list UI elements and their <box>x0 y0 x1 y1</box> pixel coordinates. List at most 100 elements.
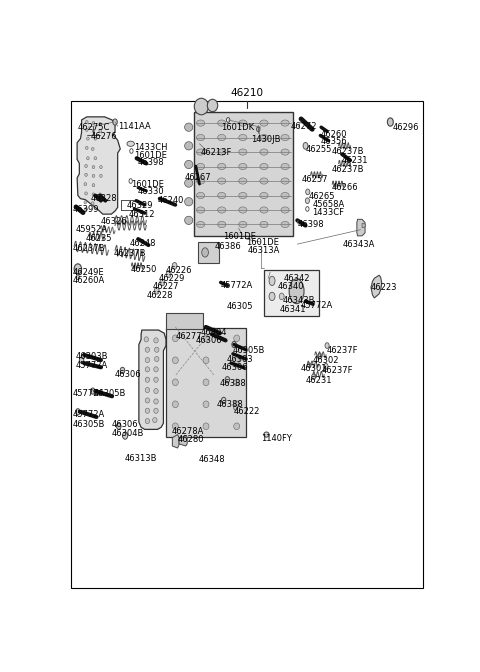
Ellipse shape <box>260 163 268 169</box>
Text: 46341: 46341 <box>279 305 306 314</box>
Text: 46329: 46329 <box>126 202 153 210</box>
Ellipse shape <box>260 149 268 155</box>
Ellipse shape <box>122 432 128 439</box>
Text: 1141AA: 1141AA <box>118 122 150 130</box>
Polygon shape <box>371 276 382 298</box>
Text: 46348: 46348 <box>198 455 225 464</box>
Text: 46213F: 46213F <box>201 148 232 157</box>
Text: 46398: 46398 <box>298 220 324 229</box>
Ellipse shape <box>289 279 304 304</box>
Ellipse shape <box>196 221 204 228</box>
Text: 46399: 46399 <box>72 206 99 214</box>
Ellipse shape <box>117 423 121 429</box>
Ellipse shape <box>203 335 209 341</box>
Bar <box>166 313 203 329</box>
Text: 46343A: 46343A <box>343 240 375 249</box>
Polygon shape <box>179 435 187 446</box>
Ellipse shape <box>85 165 87 167</box>
Text: 46312: 46312 <box>129 210 156 218</box>
Text: 46330: 46330 <box>137 187 164 196</box>
Ellipse shape <box>113 119 117 125</box>
Text: 46237B: 46237B <box>332 165 364 174</box>
Ellipse shape <box>194 98 208 115</box>
Text: 46305: 46305 <box>227 302 253 310</box>
Ellipse shape <box>172 379 178 386</box>
Text: 46306: 46306 <box>115 370 142 378</box>
Ellipse shape <box>185 216 193 224</box>
Ellipse shape <box>203 401 209 408</box>
Text: 46356: 46356 <box>321 137 347 146</box>
Ellipse shape <box>154 367 158 372</box>
Ellipse shape <box>260 178 268 184</box>
Ellipse shape <box>85 146 88 149</box>
Bar <box>166 328 246 437</box>
Text: 46342: 46342 <box>283 274 310 283</box>
Ellipse shape <box>91 147 94 151</box>
Polygon shape <box>172 435 179 448</box>
Text: 46280: 46280 <box>177 435 204 444</box>
Ellipse shape <box>260 221 268 228</box>
Text: 46340: 46340 <box>277 282 304 291</box>
Text: 46305B: 46305B <box>233 346 265 355</box>
Text: 46303B: 46303B <box>76 352 108 362</box>
Text: 46260A: 46260A <box>72 276 105 285</box>
Ellipse shape <box>94 157 96 160</box>
Text: 46248: 46248 <box>130 239 156 247</box>
Text: 46301: 46301 <box>301 364 327 374</box>
Ellipse shape <box>154 399 158 404</box>
Text: 46275C: 46275C <box>78 123 110 132</box>
Ellipse shape <box>92 129 95 132</box>
Ellipse shape <box>203 423 209 429</box>
Text: 46276: 46276 <box>91 132 117 140</box>
Ellipse shape <box>234 379 240 386</box>
Ellipse shape <box>196 163 204 169</box>
Ellipse shape <box>269 292 275 300</box>
Text: 46265: 46265 <box>309 192 335 201</box>
Text: 46386: 46386 <box>215 242 241 251</box>
Ellipse shape <box>145 398 150 403</box>
Ellipse shape <box>85 208 87 210</box>
Text: 46306: 46306 <box>111 420 138 429</box>
Text: 46231: 46231 <box>305 376 332 385</box>
Ellipse shape <box>185 198 193 206</box>
Ellipse shape <box>324 364 328 369</box>
Text: 46326: 46326 <box>101 218 128 226</box>
Ellipse shape <box>203 379 209 386</box>
Text: 46228: 46228 <box>146 291 173 300</box>
Ellipse shape <box>239 178 247 184</box>
Ellipse shape <box>185 142 193 150</box>
Ellipse shape <box>127 141 134 146</box>
Text: 46266: 46266 <box>332 183 358 192</box>
Ellipse shape <box>318 353 322 359</box>
Text: 46250: 46250 <box>131 265 157 274</box>
Text: 46223: 46223 <box>371 283 397 292</box>
Ellipse shape <box>239 120 247 126</box>
Text: 1433CF: 1433CF <box>312 208 344 217</box>
Text: 46304: 46304 <box>201 328 227 337</box>
Ellipse shape <box>145 367 150 372</box>
Ellipse shape <box>100 174 102 177</box>
Ellipse shape <box>306 189 310 195</box>
Text: 46278A: 46278A <box>172 427 204 436</box>
Ellipse shape <box>234 357 240 364</box>
Ellipse shape <box>99 129 101 132</box>
Ellipse shape <box>217 163 226 169</box>
Text: 46296: 46296 <box>392 123 419 132</box>
Text: 46313B: 46313B <box>125 454 157 463</box>
Bar <box>264 269 319 316</box>
Ellipse shape <box>185 179 193 187</box>
Ellipse shape <box>172 401 178 408</box>
Ellipse shape <box>239 149 247 155</box>
Ellipse shape <box>85 128 88 131</box>
Text: 1601DE: 1601DE <box>223 233 256 241</box>
Ellipse shape <box>172 263 177 269</box>
Text: 46343B: 46343B <box>282 296 315 304</box>
Ellipse shape <box>84 183 86 185</box>
Text: 46240: 46240 <box>157 196 184 205</box>
Ellipse shape <box>303 142 308 149</box>
Ellipse shape <box>196 134 204 140</box>
Text: 45772A: 45772A <box>221 281 253 290</box>
Text: 1140FY: 1140FY <box>261 434 292 444</box>
Text: 46249E: 46249E <box>72 267 104 277</box>
Text: 45658A: 45658A <box>312 200 345 209</box>
